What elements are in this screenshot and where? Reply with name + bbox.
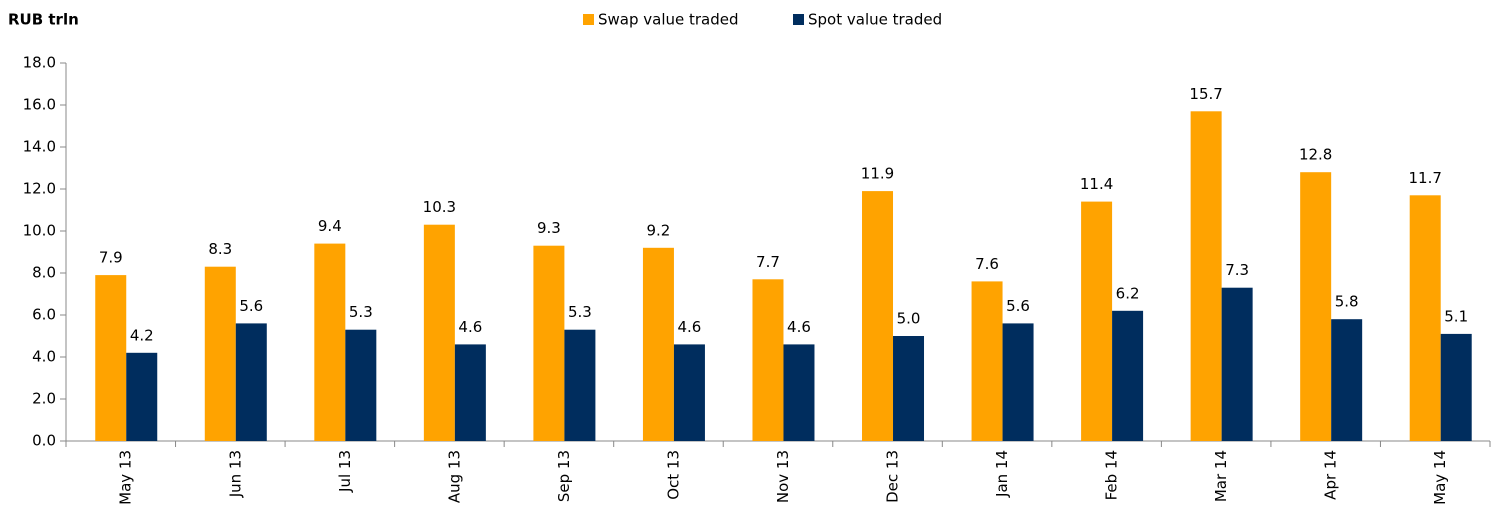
bar	[533, 245, 565, 441]
value-label: 7.9	[99, 249, 123, 267]
value-label: 4.6	[458, 318, 482, 336]
value-label: 11.4	[1080, 175, 1113, 193]
value-label: 5.6	[1006, 297, 1030, 315]
x-tick-label: Aug 13	[445, 450, 463, 503]
bar	[783, 344, 815, 441]
legend-label: Spot value traded	[808, 11, 942, 29]
value-label: 6.2	[1116, 284, 1140, 302]
x-tick-label: Jun 13	[226, 450, 244, 498]
bar	[126, 352, 158, 441]
value-label: 9.4	[318, 217, 342, 235]
y-tick-label: 16.0	[23, 96, 56, 114]
bar	[235, 323, 267, 441]
value-label: 4.6	[678, 318, 702, 336]
value-label: 9.2	[647, 221, 671, 239]
y-tick-label: 8.0	[32, 264, 56, 282]
value-label: 5.0	[897, 310, 921, 328]
bar	[862, 191, 894, 441]
bar	[971, 281, 1003, 441]
bar	[642, 247, 674, 441]
bar	[1409, 195, 1441, 441]
value-label: 11.7	[1409, 169, 1442, 187]
bar	[673, 344, 705, 441]
y-tick-label: 12.0	[23, 180, 56, 198]
value-label: 7.7	[756, 253, 780, 271]
y-tick-label: 2.0	[32, 390, 56, 408]
y-axis-label: RUB trln	[8, 11, 79, 29]
x-tick-label: May 14	[1431, 450, 1449, 505]
y-tick-label: 14.0	[23, 138, 56, 156]
x-tick-label: Mar 14	[1212, 450, 1230, 502]
x-tick-label: Nov 13	[774, 450, 792, 503]
value-label: 5.6	[239, 297, 263, 315]
bar	[752, 279, 784, 441]
value-label: 4.6	[787, 318, 811, 336]
legend-swatch	[583, 14, 594, 25]
y-tick-label: 10.0	[23, 222, 56, 240]
value-label: 8.3	[208, 240, 232, 258]
bar	[1221, 287, 1253, 441]
bar	[1081, 201, 1113, 441]
x-tick-label: Oct 13	[664, 450, 682, 500]
x-tick-label: Jan 14	[993, 450, 1011, 498]
x-tick-label: Jul 13	[336, 450, 354, 493]
bar	[564, 329, 596, 441]
bar	[1300, 172, 1332, 441]
value-label: 15.7	[1189, 85, 1222, 103]
bar	[314, 243, 346, 441]
bar	[1331, 319, 1363, 441]
x-tick-label: Dec 13	[884, 450, 902, 503]
value-label: 5.3	[568, 303, 592, 321]
x-tick-label: May 13	[117, 450, 135, 505]
y-tick-label: 6.0	[32, 306, 56, 324]
value-label: 5.3	[349, 303, 373, 321]
bar	[893, 336, 925, 441]
value-label: 10.3	[423, 198, 456, 216]
value-label: 11.9	[861, 165, 894, 183]
bar	[1112, 310, 1144, 441]
y-tick-label: 4.0	[32, 348, 56, 366]
value-label: 5.1	[1444, 307, 1468, 325]
bar	[1440, 333, 1472, 441]
value-label: 7.3	[1225, 261, 1249, 279]
bar	[1190, 111, 1222, 442]
y-tick-label: 18.0	[23, 54, 56, 72]
bar	[454, 344, 486, 441]
bar	[95, 275, 127, 441]
legend-label: Swap value traded	[598, 11, 739, 29]
bar	[1002, 323, 1034, 441]
x-tick-label: Apr 14	[1322, 450, 1340, 500]
x-tick-label: Feb 14	[1103, 450, 1121, 500]
legend-swatch	[793, 14, 804, 25]
bar	[345, 329, 377, 441]
value-label: 12.8	[1299, 146, 1332, 164]
value-label: 5.8	[1335, 293, 1359, 311]
value-label: 7.6	[975, 255, 999, 273]
bar	[204, 266, 236, 441]
y-tick-label: 0.0	[32, 432, 56, 450]
value-label: 4.2	[130, 326, 154, 344]
bar	[423, 224, 455, 441]
value-label: 9.3	[537, 219, 561, 237]
x-tick-label: Sep 13	[555, 450, 573, 502]
